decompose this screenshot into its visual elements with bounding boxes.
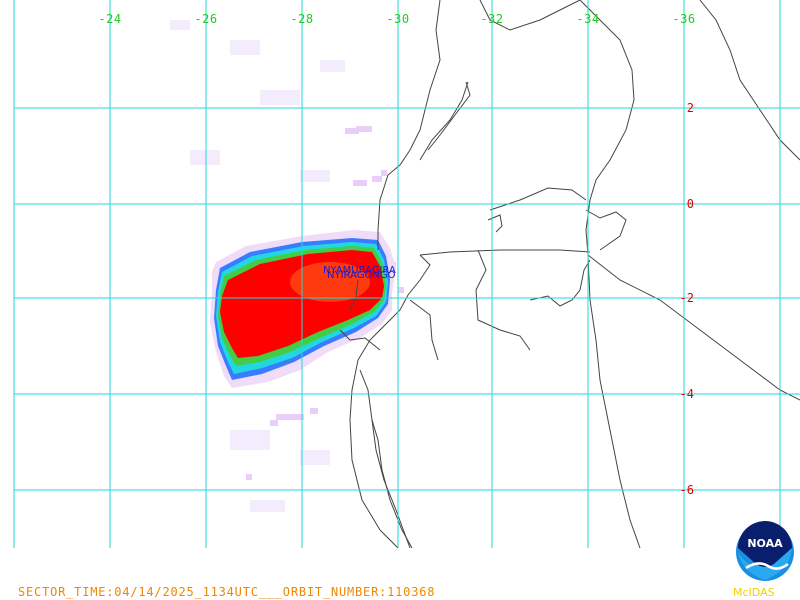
noaa-logo: NOAA — [736, 521, 794, 581]
sector-time-footer: SECTOR_TIME:04/14/2025_1134UTC___ORBIT_N… — [18, 585, 436, 599]
coastlines — [339, 0, 800, 549]
sulfur-plume — [210, 230, 396, 388]
latitude-label: -2 — [679, 291, 694, 305]
latitude-label: 0 — [686, 197, 694, 211]
volcano-label-nyiragongo: NYIRAGONGO — [327, 270, 396, 281]
background-noise — [170, 20, 345, 512]
plume-orange-center — [290, 262, 370, 302]
plume-speckles — [246, 126, 404, 480]
latlon-grid — [13, 0, 800, 548]
longitude-label: -24 — [98, 12, 122, 26]
latitude-label: -4 — [679, 387, 694, 401]
longitude-label: -28 — [290, 12, 314, 26]
longitude-label: -34 — [576, 12, 600, 26]
volcano-label-nyamuragira: NYAMURAGIRA — [323, 265, 396, 276]
mcidas-credit: McIDAS — [733, 586, 775, 599]
longitude-label: -36 — [672, 12, 696, 26]
longitude-label: -32 — [480, 12, 504, 26]
latitude-label: 2 — [686, 101, 694, 115]
noaa-logo-text: NOAA — [747, 537, 783, 550]
latitude-label: -6 — [679, 483, 694, 497]
longitude-label: -30 — [386, 12, 410, 26]
longitude-label: -26 — [194, 12, 218, 26]
